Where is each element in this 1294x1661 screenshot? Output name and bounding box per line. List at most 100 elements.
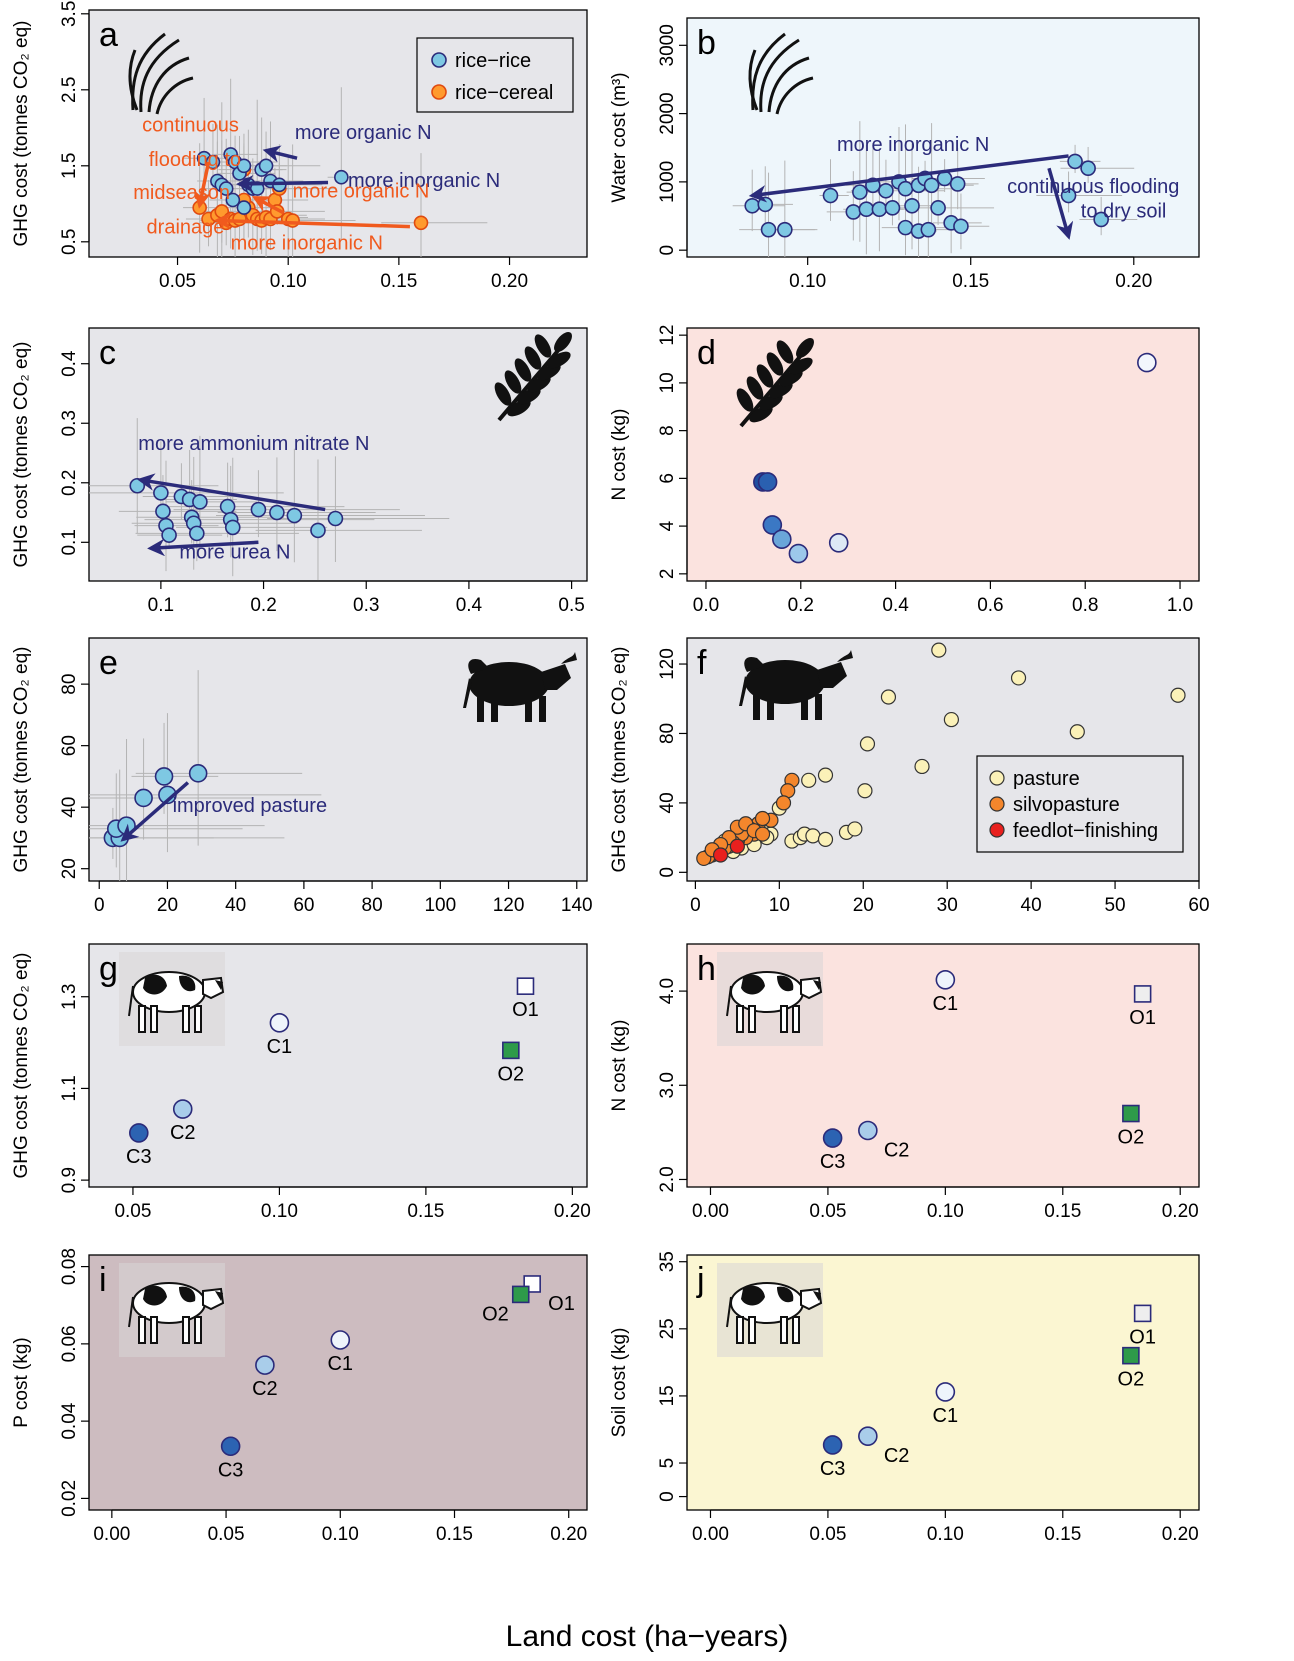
x-tick-label: 140 — [561, 895, 593, 916]
y-tick-label: 3000 — [657, 24, 678, 66]
y-tick-label: 0.02 — [59, 1480, 80, 1517]
x-tick-label: 0.20 — [554, 1201, 591, 1222]
x-tick-label: 0.00 — [692, 1201, 729, 1222]
data-point — [269, 504, 285, 521]
x-tick-label: 60 — [1188, 895, 1209, 916]
rice-rice-point — [258, 158, 274, 174]
y-tick-label: 120 — [657, 648, 678, 680]
point-label: O2 — [1118, 1127, 1145, 1149]
x-tick-label: 0 — [94, 895, 105, 916]
panel-letter: a — [99, 16, 118, 54]
x-tick-label: 0.10 — [927, 1524, 964, 1545]
y-tick-label: 80 — [657, 723, 678, 744]
annotation: improved pasture — [173, 795, 328, 817]
point-label: C1 — [933, 993, 959, 1015]
x-tick-label: 0.3 — [353, 595, 379, 616]
point-label: C1 — [327, 1353, 353, 1375]
panel-b: 0.10 0.15 0.20 0 1000 2000 3000 Water cost (m³)… — [609, 17, 1200, 292]
x-tick-label: 0.05 — [159, 271, 196, 292]
point-label: O1 — [1129, 1326, 1156, 1348]
y-tick-label: 5 — [657, 1458, 678, 1469]
legend-box — [976, 755, 1184, 853]
data-point — [188, 764, 208, 783]
data-point — [1067, 153, 1083, 170]
rice-rice-point — [205, 154, 221, 170]
data-point — [154, 767, 174, 786]
annotation: more organic N — [295, 122, 432, 144]
annotation: more urea N — [179, 541, 290, 563]
x-tick-label: 0.00 — [692, 1524, 729, 1545]
y-tick-label: 12 — [657, 325, 678, 346]
data-point — [828, 533, 849, 553]
point-label: O2 — [497, 1063, 524, 1085]
data-point-pasture — [801, 772, 817, 788]
x-tick-label: 0.20 — [550, 1524, 587, 1545]
data-point-pasture — [1010, 670, 1027, 686]
data-point-feedlot — [712, 847, 729, 863]
data-point — [949, 176, 966, 192]
trend-arrow — [1047, 167, 1074, 240]
data-point — [897, 180, 914, 197]
point-c3 — [129, 1123, 149, 1143]
point-c1 — [269, 1013, 290, 1033]
x-tick-label: 0.20 — [1115, 271, 1152, 292]
y-tick-label: 20 — [59, 858, 80, 879]
panel-d: 0.0 0.2 0.4 0.6 0.8 1.0 2 4 6 8 10 12 N cost (kg) d — [609, 325, 1200, 616]
point-c2 — [858, 1426, 878, 1446]
point-o2 — [511, 1285, 530, 1304]
x-tick-label: 0.2 — [250, 595, 276, 616]
data-point — [920, 221, 937, 238]
legend-label: rice−rice — [455, 50, 531, 72]
panel-letter: f — [697, 644, 707, 682]
y-tick-label: 40 — [59, 797, 80, 818]
y-tick-label: 4.0 — [657, 978, 678, 1004]
point-label: O1 — [1129, 1007, 1156, 1029]
x-tick-label: 0.0 — [693, 595, 719, 616]
data-point — [760, 221, 777, 238]
legend-swatch — [431, 84, 447, 100]
point-c2 — [255, 1355, 275, 1375]
panel-letter: h — [697, 950, 716, 988]
point-o2 — [1122, 1346, 1140, 1365]
y-tick-label: 4 — [657, 520, 678, 531]
x-tick-label: 0.20 — [1162, 1201, 1199, 1222]
trend-arrow — [236, 175, 329, 193]
y-axis-label: GHG cost (tonnes CO₂ eq) — [11, 21, 32, 247]
y-tick-label: 8 — [657, 425, 678, 436]
annotation: flooding to — [149, 149, 241, 171]
data-point-silvopasture — [754, 826, 771, 842]
y-tick-label: 1000 — [657, 161, 678, 203]
point-label: O1 — [512, 999, 539, 1021]
data-point — [1080, 160, 1096, 177]
x-tick-label: 0.10 — [927, 1201, 964, 1222]
x-tick-label: 20 — [157, 895, 178, 916]
legend-box — [416, 37, 574, 113]
rice-cereal-point — [413, 215, 429, 231]
legend-label: rice−cereal — [455, 82, 553, 104]
point-o2 — [502, 1041, 520, 1060]
data-point — [878, 182, 894, 199]
x-tick-label: 0.05 — [208, 1524, 245, 1545]
point-c3 — [822, 1128, 843, 1148]
point-c1 — [935, 969, 956, 990]
x-tick-label: 0.10 — [261, 1201, 298, 1222]
data-point-pasture — [1170, 687, 1186, 703]
legend-swatch — [431, 52, 447, 68]
annotation: more ammonium nitrate N — [138, 433, 369, 455]
y-tick-label: 2.5 — [59, 77, 80, 103]
x-tick-label: 0.20 — [1162, 1524, 1199, 1545]
data-point-silvopasture — [754, 810, 771, 827]
data-point — [134, 788, 153, 808]
x-tick-label: 0.4 — [456, 595, 483, 616]
x-tick-label: 0.10 — [270, 271, 307, 292]
annotation: drainage — [147, 216, 225, 238]
trend-arrow — [251, 196, 285, 215]
y-tick-label: 0.3 — [59, 410, 80, 436]
y-axis-label: GHG cost (tonnes CO₂ eq) — [11, 647, 32, 873]
y-tick-label: 0.2 — [59, 470, 80, 496]
x-tick-label: 1.0 — [1167, 595, 1193, 616]
data-point — [327, 510, 344, 527]
y-tick-label: 0 — [657, 867, 678, 878]
